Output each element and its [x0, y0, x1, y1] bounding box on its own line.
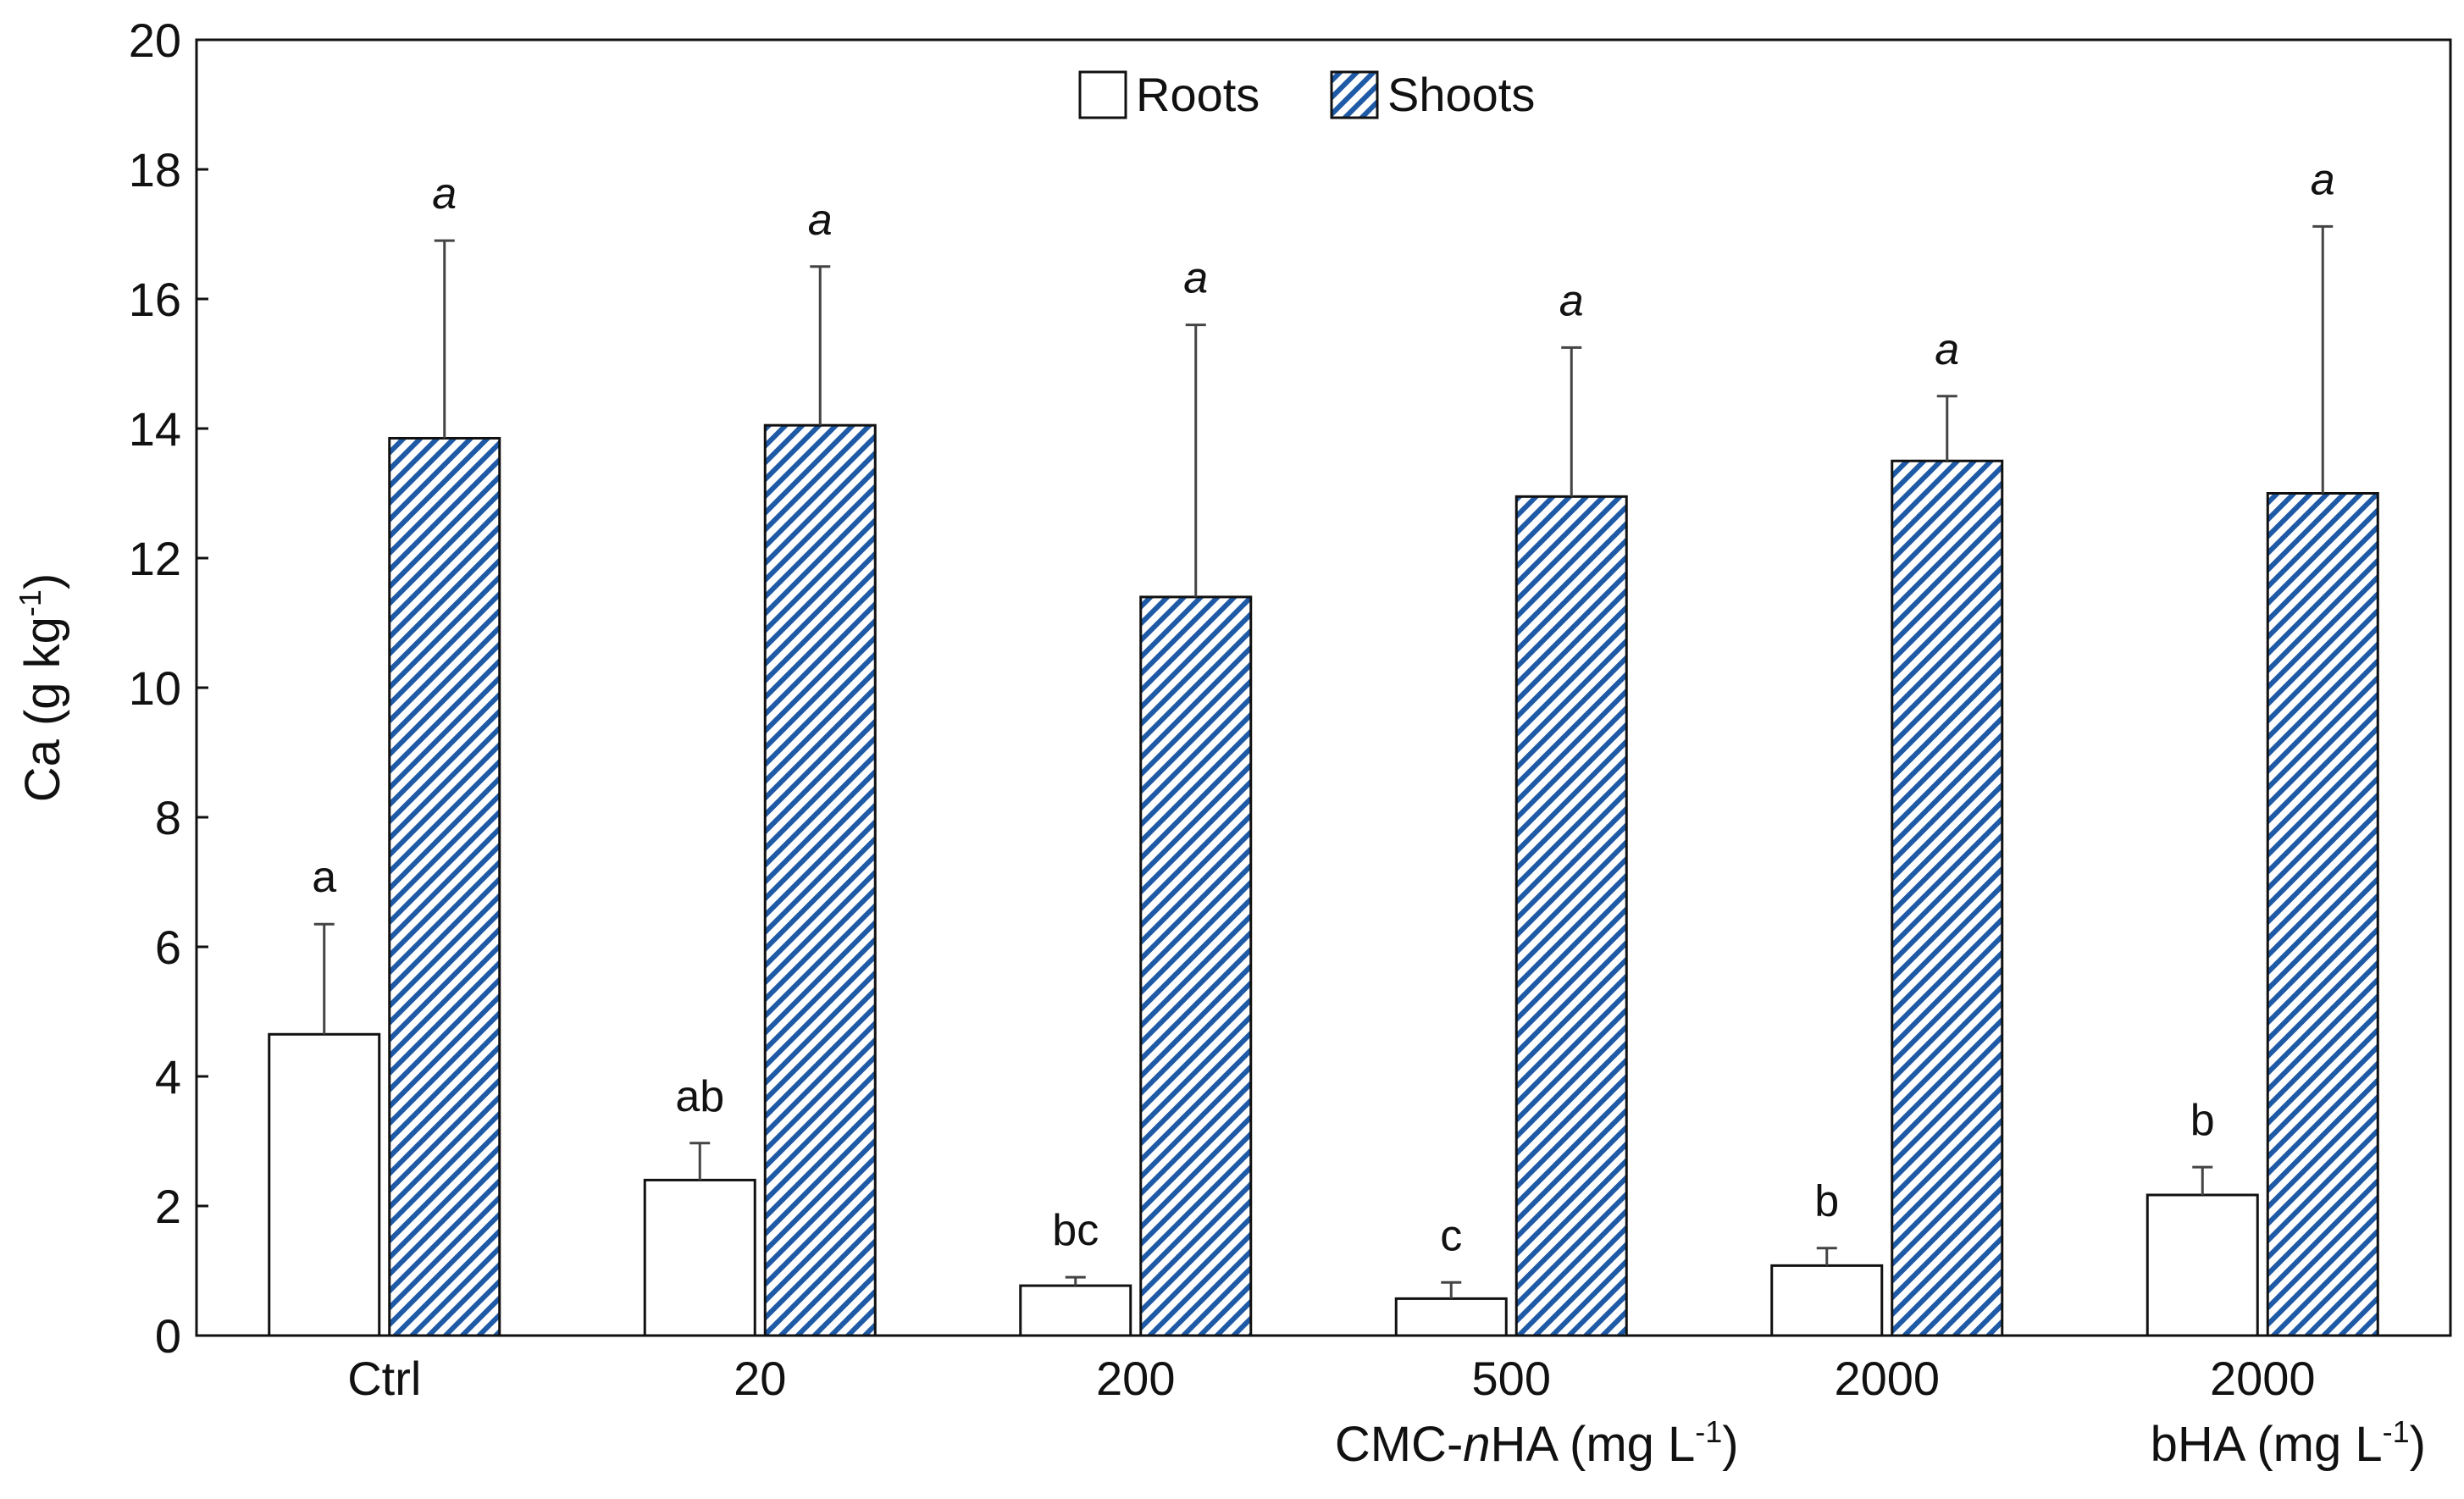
- shoots-bar: [388, 436, 501, 1337]
- x-group-label-bha: bHA (mg L-1): [2151, 1414, 2426, 1472]
- x-category-label: 500: [1472, 1352, 1551, 1405]
- roots-bar: [643, 1178, 756, 1337]
- legend: Roots Shoots: [1078, 68, 1535, 121]
- y-tick-label: 14: [129, 402, 181, 456]
- shoots-bar: [1139, 595, 1253, 1337]
- legend-label-shoots: Shoots: [1387, 68, 1535, 121]
- y-tick-label: 10: [129, 661, 181, 715]
- legend-label-roots: Roots: [1136, 68, 1260, 121]
- shoots-significance-label: a: [808, 196, 833, 245]
- y-tick-label: 2: [155, 1180, 181, 1233]
- roots-bar: [268, 1032, 381, 1337]
- roots-significance-label: b: [1814, 1177, 1839, 1226]
- bars-layer: [268, 423, 2379, 1337]
- y-tick-label: 12: [129, 532, 181, 585]
- y-axis-title: Ca (g kg-1): [13, 573, 70, 803]
- shoots-significance-label: a: [1559, 276, 1584, 325]
- shoots-bar: [2266, 492, 2379, 1337]
- x-category-label: 2000: [1834, 1352, 1940, 1405]
- x-group-label-cmc-nha: CMC-nHA (mg L-1): [1335, 1414, 1739, 1472]
- roots-significance-label: a: [312, 853, 336, 902]
- y-tick-label: 4: [155, 1050, 181, 1104]
- legend-swatch-roots: [1078, 70, 1127, 119]
- y-tick-label: 16: [129, 273, 181, 326]
- roots-bar: [1019, 1284, 1132, 1337]
- x-category-label: 20: [734, 1352, 786, 1405]
- x-category-label: 200: [1096, 1352, 1175, 1405]
- y-tick-label: 0: [155, 1309, 181, 1363]
- roots-bar: [2146, 1193, 2259, 1337]
- y-tick-label: 20: [129, 14, 181, 67]
- roots-significance-label: b: [2190, 1096, 2215, 1145]
- shoots-bar: [1891, 459, 2004, 1337]
- plot-area: [195, 38, 2452, 1337]
- roots-significance-label: bc: [1052, 1206, 1099, 1255]
- shoots-bar: [763, 423, 877, 1337]
- y-tick-label: 18: [129, 143, 181, 196]
- shoots-significance-label: a: [1935, 325, 1959, 374]
- x-category-label: 2000: [2210, 1352, 2316, 1405]
- roots-significance-label: ab: [675, 1072, 724, 1121]
- y-tick-label: 8: [155, 791, 181, 844]
- roots-bar: [1394, 1297, 1508, 1337]
- shoots-significance-label: a: [1183, 254, 1208, 303]
- roots-bar: [1770, 1264, 1884, 1337]
- shoots-significance-label: a: [432, 169, 457, 218]
- y-tick-label: 6: [155, 921, 181, 974]
- legend-swatch-shoots: [1330, 70, 1379, 119]
- x-category-label: Ctrl: [347, 1352, 421, 1405]
- shoots-significance-label: a: [2311, 155, 2335, 204]
- plot-frame: [195, 38, 2452, 1337]
- roots-significance-label: c: [1440, 1211, 1462, 1260]
- shoots-bar: [1514, 495, 1628, 1337]
- error-bars-layer: [313, 224, 2334, 1299]
